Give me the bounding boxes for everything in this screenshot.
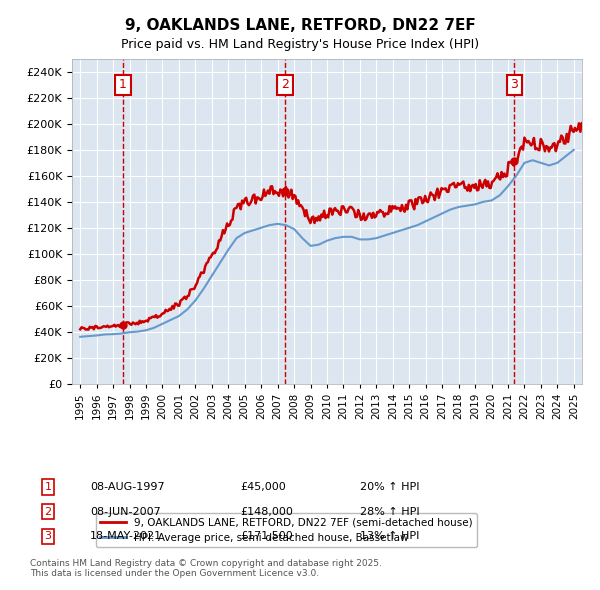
Legend: 9, OAKLANDS LANE, RETFORD, DN22 7EF (semi-detached house), HPI: Average price, s: 9, OAKLANDS LANE, RETFORD, DN22 7EF (sem… [95, 513, 477, 547]
Text: 1: 1 [44, 482, 52, 491]
Text: 1: 1 [119, 78, 127, 91]
Text: 2: 2 [281, 78, 289, 91]
Text: £45,000: £45,000 [240, 482, 286, 491]
Text: 08-JUN-2007: 08-JUN-2007 [90, 507, 161, 516]
Text: 28% ↑ HPI: 28% ↑ HPI [360, 507, 419, 516]
Text: £171,500: £171,500 [240, 532, 293, 541]
Text: Contains HM Land Registry data © Crown copyright and database right 2025.
This d: Contains HM Land Registry data © Crown c… [30, 559, 382, 578]
Text: £148,000: £148,000 [240, 507, 293, 516]
Text: 20% ↑ HPI: 20% ↑ HPI [360, 482, 419, 491]
Text: 3: 3 [44, 532, 52, 541]
Text: 18-MAY-2021: 18-MAY-2021 [90, 532, 162, 541]
Text: 9, OAKLANDS LANE, RETFORD, DN22 7EF: 9, OAKLANDS LANE, RETFORD, DN22 7EF [125, 18, 475, 32]
Text: Price paid vs. HM Land Registry's House Price Index (HPI): Price paid vs. HM Land Registry's House … [121, 38, 479, 51]
Text: 2: 2 [44, 507, 52, 516]
Text: 13% ↑ HPI: 13% ↑ HPI [360, 532, 419, 541]
Text: 08-AUG-1997: 08-AUG-1997 [90, 482, 164, 491]
Text: 3: 3 [510, 78, 518, 91]
